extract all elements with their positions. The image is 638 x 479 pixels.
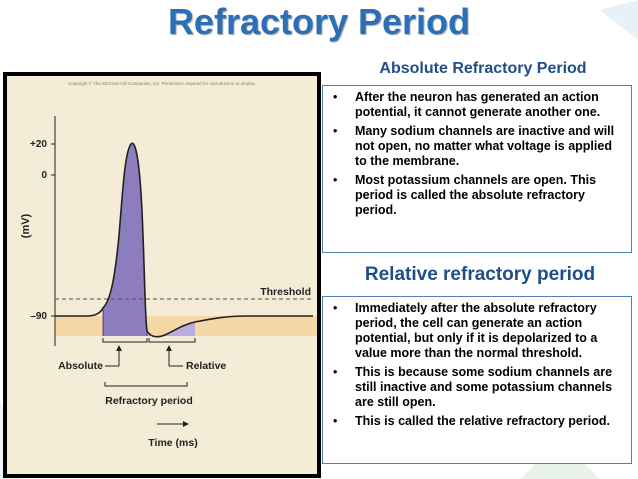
bullet-icon: • — [333, 124, 338, 138]
list-item: • Most potassium channels are open. This … — [329, 173, 623, 218]
list-item: • Many sodium channels are inactive and w… — [329, 124, 623, 169]
action-potential-diagram: +20 0 –90 (mV) Threshold Absolute Relati… — [20, 116, 317, 449]
refractory-period-label: Refractory period — [105, 395, 193, 407]
bullet-icon: • — [333, 414, 338, 428]
absolute-bullet-list: • After the neuron has generated an actio… — [329, 90, 623, 218]
absolute-bracket — [102, 338, 148, 343]
y-axis-label: (mV) — [20, 213, 32, 238]
bullet-text: This is called the relative refractory p… — [355, 414, 610, 428]
relative-bracket — [148, 338, 196, 343]
y-tick-label: +20 — [30, 139, 47, 150]
bullet-text: Most potassium channels are open. This p… — [355, 173, 597, 217]
absolute-heading: Absolute Refractory Period — [379, 60, 587, 77]
list-item: • This is because some sodium channels ar… — [329, 365, 623, 410]
threshold-label: Threshold — [260, 286, 311, 298]
relative-heading: Relative refractory period — [364, 264, 596, 285]
relative-bullet-list: • Immediately after the absolute refracto… — [329, 301, 623, 429]
bullet-icon: • — [333, 90, 338, 104]
x-axis-label: Time (ms) — [148, 437, 197, 449]
figure-frame: Copyright © The McGraw-Hill Companies, I… — [3, 72, 321, 478]
list-item: • After the neuron has generated an actio… — [329, 90, 623, 120]
relative-text-box: • Immediately after the absolute refracto… — [322, 296, 632, 464]
bullet-text: Many sodium channels are inactive and wi… — [355, 124, 615, 168]
y-tick-label: 0 — [41, 170, 47, 181]
copyright-notice: Copyright © The McGraw-Hill Companies, I… — [68, 81, 256, 86]
action-potential-trace — [55, 142, 313, 338]
arrowhead — [166, 345, 172, 351]
slide-title: Refractory Period — [167, 1, 471, 42]
arrowhead — [183, 421, 189, 427]
relative-label: Relative — [186, 360, 226, 372]
arrowhead — [116, 345, 122, 351]
bullet-icon: • — [333, 365, 338, 379]
absolute-text-box: • After the neuron has generated an actio… — [322, 85, 632, 253]
refractory-period-bracket — [104, 382, 188, 387]
y-tick-label: –90 — [30, 311, 47, 322]
bullet-icon: • — [333, 301, 338, 315]
bullet-text: Immediately after the absolute refractor… — [355, 301, 598, 360]
action-potential-figure: Copyright © The McGraw-Hill Companies, I… — [7, 76, 317, 474]
list-item: • This is called the relative refractory … — [329, 414, 623, 429]
absolute-region-fill — [103, 143, 147, 336]
relative-region-fill — [147, 322, 195, 337]
absolute-label: Absolute — [58, 360, 103, 372]
bullet-text: After the neuron has generated an action… — [355, 90, 601, 119]
bullet-text: This is because some sodium channels are… — [355, 365, 613, 409]
list-item: • Immediately after the absolute refracto… — [329, 301, 623, 361]
deco-shape — [600, 0, 638, 40]
bullet-icon: • — [333, 173, 338, 187]
